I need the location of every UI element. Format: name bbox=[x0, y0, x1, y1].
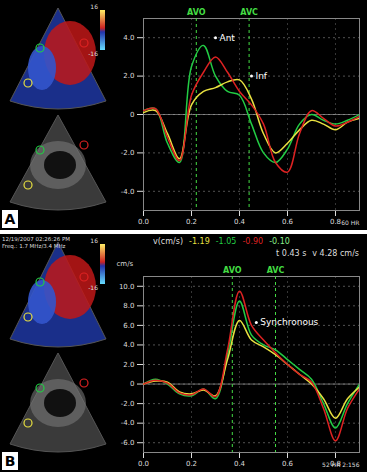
svg-text:-16: -16 bbox=[88, 284, 98, 291]
svg-text:0.2: 0.2 bbox=[186, 460, 197, 468]
html-text:-1.05: -1.05 bbox=[215, 236, 237, 246]
svg-text:10.0: 10.0 bbox=[119, 283, 135, 291]
svg-text:2.0: 2.0 bbox=[123, 72, 134, 80]
svg-text:AVC: AVC bbox=[240, 8, 258, 17]
svg-text:0.2: 0.2 bbox=[186, 218, 197, 226]
svg-text:16: 16 bbox=[90, 3, 98, 10]
svg-text:-16: -16 bbox=[88, 50, 98, 57]
svg-text:0.6: 0.6 bbox=[282, 218, 294, 226]
svg-text:Inf: Inf bbox=[256, 71, 268, 81]
svg-text:-4.0: -4.0 bbox=[121, 419, 135, 427]
svg-text:B: B bbox=[5, 453, 16, 469]
html-text:v(cm/s): v(cm/s) bbox=[153, 236, 183, 246]
svg-text:4.0: 4.0 bbox=[123, 341, 134, 349]
svg-text:Synchronous: Synchronous bbox=[260, 317, 318, 327]
html-text:v 4.28 cm/s: v 4.28 cm/s bbox=[312, 248, 359, 258]
svg-text:6.0: 6.0 bbox=[123, 322, 134, 330]
html-text:t 0.43 s: t 0.43 s bbox=[276, 248, 307, 258]
svg-text:60 HR: 60 HR bbox=[341, 219, 359, 226]
svg-text:0.4: 0.4 bbox=[234, 460, 246, 468]
svg-text:0.6: 0.6 bbox=[282, 460, 294, 468]
svg-text:0.8: 0.8 bbox=[330, 218, 341, 226]
svg-text:AVC: AVC bbox=[267, 266, 285, 275]
svg-text:A: A bbox=[5, 211, 16, 227]
svg-text:12/19/2007 02:26:26 PM: 12/19/2007 02:26:26 PM bbox=[2, 236, 70, 242]
svg-text:2.0: 2.0 bbox=[123, 361, 134, 369]
html-text:-0.90: -0.90 bbox=[242, 236, 264, 246]
html-text:-1.19: -1.19 bbox=[189, 236, 210, 246]
svg-text:52 HR 2:156: 52 HR 2:156 bbox=[322, 461, 360, 468]
svg-text:0: 0 bbox=[130, 380, 134, 388]
svg-text:cm/s: cm/s bbox=[117, 260, 134, 268]
svg-text:-2.0: -2.0 bbox=[121, 400, 135, 408]
svg-text:0.0: 0.0 bbox=[138, 218, 149, 226]
svg-text:16: 16 bbox=[90, 237, 98, 244]
html-text:-0.10: -0.10 bbox=[269, 236, 290, 246]
svg-text:AVO: AVO bbox=[223, 266, 242, 275]
svg-text:0: 0 bbox=[130, 111, 134, 119]
svg-text:-4.0: -4.0 bbox=[121, 188, 135, 196]
svg-text:0.0: 0.0 bbox=[138, 460, 149, 468]
svg-text:Ant: Ant bbox=[220, 33, 236, 43]
svg-text:0.4: 0.4 bbox=[234, 218, 246, 226]
svg-text:8.0: 8.0 bbox=[123, 302, 134, 310]
svg-text:Freq.: 1.7 MHz/3.4 MHz: Freq.: 1.7 MHz/3.4 MHz bbox=[2, 243, 66, 250]
svg-text:-6.0: -6.0 bbox=[121, 439, 135, 447]
svg-text:-2.0: -2.0 bbox=[121, 149, 135, 157]
svg-text:AVO: AVO bbox=[187, 8, 206, 17]
svg-text:4.0: 4.0 bbox=[123, 34, 134, 42]
